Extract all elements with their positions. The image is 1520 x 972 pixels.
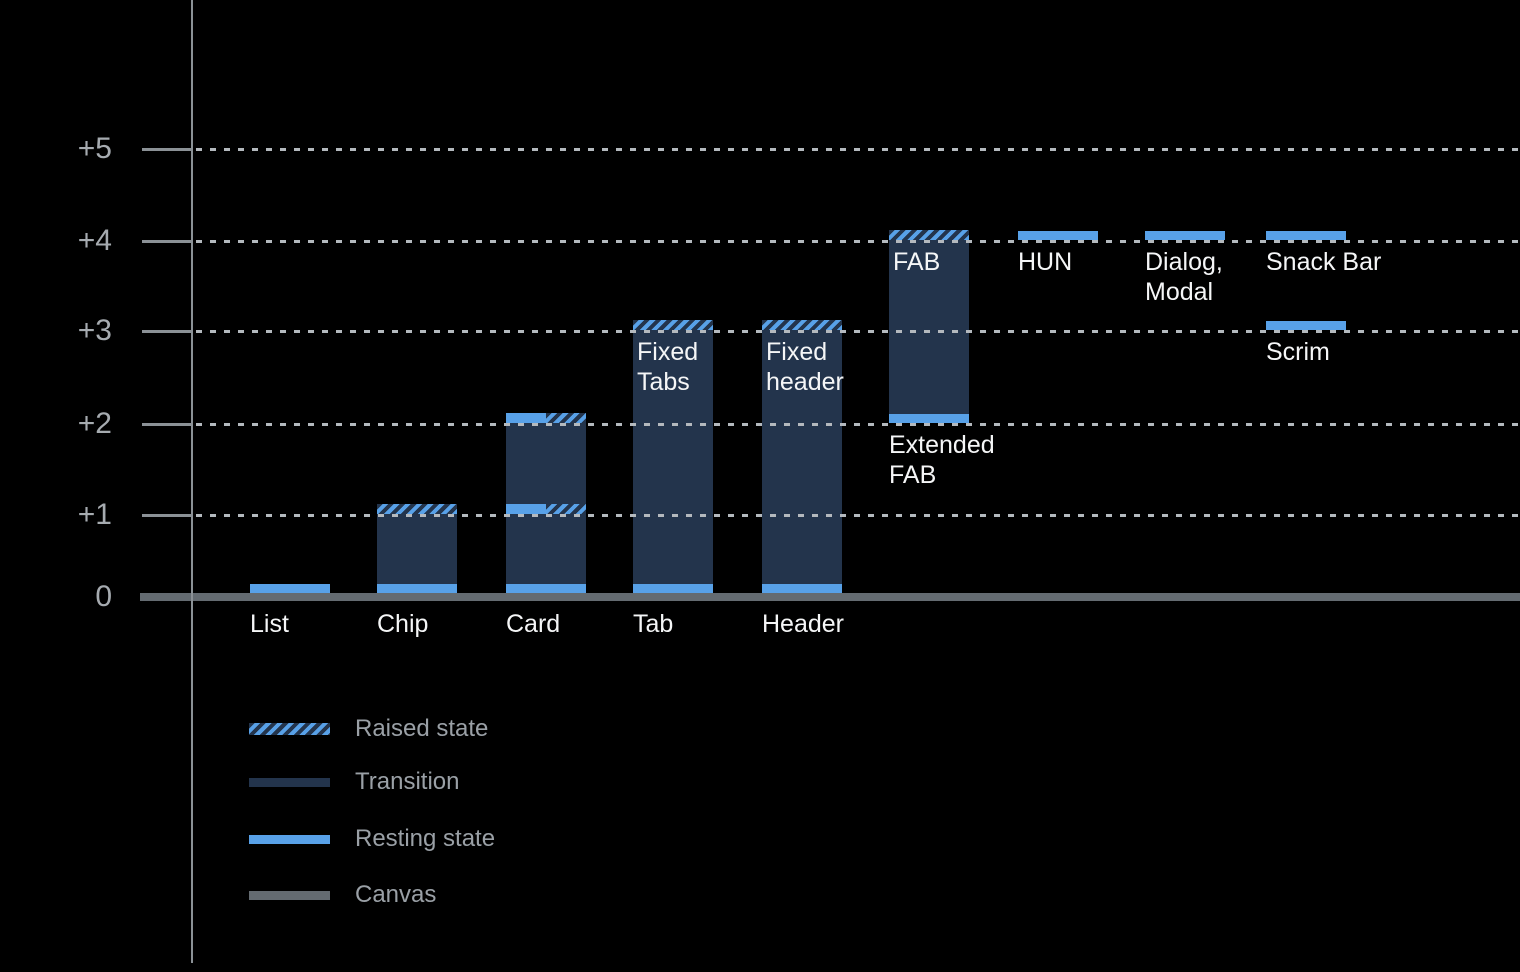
inner-label-extended-fab: FAB [893, 248, 941, 276]
gridline-+2 [196, 423, 1520, 426]
y-tick-label-+3: +3 [77, 314, 112, 347]
y-tick-label-+2: +2 [77, 407, 112, 440]
transition-swatch [249, 777, 330, 787]
label-dialog-modal: Dialog, Modal [1145, 248, 1223, 306]
bar-dialog-modal-band-4 [1145, 231, 1225, 240]
band-resting-half [506, 413, 546, 423]
label-scrim: Scrim [1266, 338, 1330, 366]
bar-header-band-0 [762, 584, 842, 593]
bar-extended-fab-transition [889, 240, 969, 414]
label-snack-bar: Snack Bar [1266, 248, 1382, 276]
gridline-+5 [196, 148, 1520, 151]
bar-card-band-2 [506, 413, 586, 423]
gridline-+1 [196, 514, 1520, 517]
legend-label-transition: Transition [355, 768, 460, 795]
bar-chip-band-0 [377, 584, 457, 593]
label-extended-fab: Extended FAB [889, 431, 995, 489]
bar-card-band-0 [506, 584, 586, 593]
y-tick-+4 [142, 240, 193, 243]
bar-chip-transition [377, 514, 457, 584]
canvas-baseline [140, 593, 1520, 601]
bar-chip-band-1 [377, 504, 457, 514]
canvas-swatch [249, 890, 330, 900]
bar-scrim-band-3 [1266, 321, 1346, 330]
bar-extended-fab-band-2 [889, 414, 969, 423]
inner-label-header: Fixed header [766, 338, 844, 396]
bar-hun-band-4 [1018, 231, 1098, 240]
inner-label-tab: Fixed Tabs [637, 338, 699, 396]
label-hun: HUN [1018, 248, 1073, 276]
y-tick-+1 [142, 514, 193, 517]
legend-item-transition: Transition [249, 768, 460, 795]
band-raised-half [546, 504, 586, 514]
bar-header-band-3 [762, 320, 842, 330]
bar-card-transition [506, 423, 586, 584]
bar-header-transition [762, 330, 842, 584]
y-axis-line [191, 0, 193, 963]
bar-list-band-0 [250, 584, 330, 593]
y-tick-label-+5: +5 [77, 132, 112, 165]
legend-label-resting-state: Resting state [355, 825, 496, 852]
legend-label-raised-state: Raised state [355, 715, 489, 742]
band-resting-half [506, 504, 546, 514]
label-tab: Tab [633, 610, 674, 638]
bar-card-band-1 [506, 504, 586, 514]
bar-tab-band-0 [633, 584, 713, 593]
bar-tab-band-3 [633, 320, 713, 330]
legend-item-canvas: Canvas [249, 881, 437, 908]
y-tick-+2 [142, 423, 193, 426]
bar-extended-fab-band-4 [889, 230, 969, 240]
legend-item-raised-state: Raised state [249, 715, 489, 742]
resting-state-swatch [249, 834, 330, 844]
label-header: Header [762, 610, 844, 638]
y-tick-+5 [142, 148, 193, 151]
gridline-+4 [196, 240, 1520, 243]
raised-state-swatch [249, 723, 330, 735]
gridline-+3 [196, 330, 1520, 333]
bar-tab-transition [633, 330, 713, 584]
band-raised-half [546, 413, 586, 423]
legend-item-resting-state: Resting state [249, 825, 496, 852]
y-tick-label-+1: +1 [77, 498, 112, 531]
bar-snack-bar-band-4 [1266, 231, 1346, 240]
label-card: Card [506, 610, 561, 638]
y-tick-label-0: 0 [95, 580, 112, 613]
legend-label-canvas: Canvas [355, 881, 437, 908]
label-chip: Chip [377, 610, 429, 638]
label-list: List [250, 610, 289, 638]
y-tick-+3 [142, 330, 193, 333]
y-tick-label-+4: +4 [77, 224, 112, 257]
